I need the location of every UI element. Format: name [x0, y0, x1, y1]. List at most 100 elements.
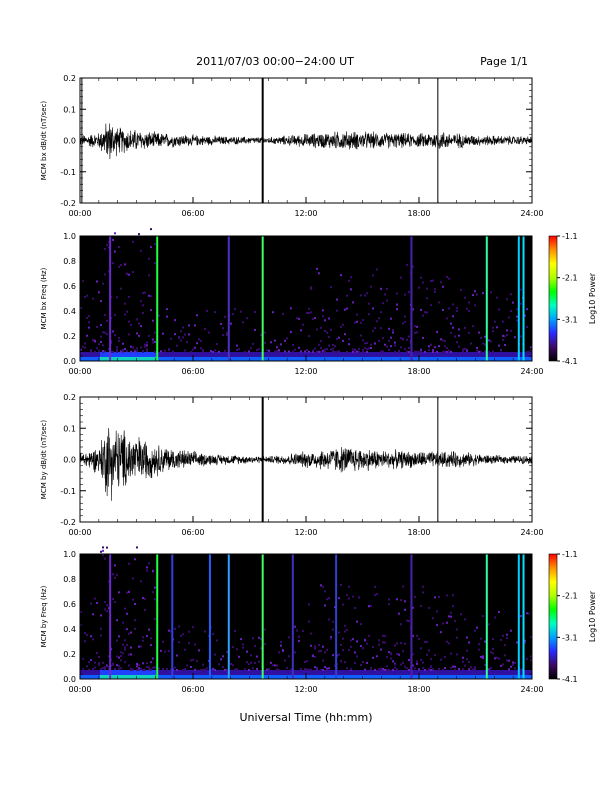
- spectrogram-cell: [400, 346, 402, 349]
- spectrogram-cell: [186, 341, 188, 344]
- spectrogram-cell: [300, 352, 302, 357]
- spectrogram-cell: [494, 675, 496, 679]
- spectrogram-cell: [484, 640, 486, 643]
- spectrogram-cell: [454, 670, 456, 675]
- spectrogram-cell: [416, 662, 418, 665]
- spectrogram-cell: [512, 663, 514, 666]
- spectrogram-cell: [114, 250, 116, 253]
- spectrogram-cell: [232, 357, 234, 361]
- spectrogram-cell: [490, 352, 492, 357]
- spectrogram-cell: [80, 675, 82, 679]
- spectrogram-cell: [102, 667, 104, 670]
- spectrogram-cell: [176, 668, 178, 671]
- spectrogram-cell: [504, 343, 506, 346]
- spectrogram-cell: [204, 668, 206, 671]
- spectrogram-cell: [188, 324, 190, 327]
- colorbar-label: Log10 Power: [588, 272, 597, 324]
- spectrogram-cell: [116, 664, 118, 667]
- spectrogram-cell: [92, 613, 94, 616]
- spectrogram-cell: [398, 349, 400, 352]
- spectrogram-cell: [488, 352, 490, 357]
- spectrogram-cell: [152, 319, 154, 322]
- spectrogram-cell: [116, 675, 118, 679]
- spectrogram-cell: [446, 621, 448, 624]
- spectrogram-cell: [148, 294, 150, 297]
- spectrogram-line: [522, 236, 525, 361]
- spectrogram-cell: [436, 670, 438, 675]
- spectrogram-cell: [442, 339, 444, 342]
- colorbar-tick-label: -2.1: [562, 274, 578, 283]
- spectrogram-cell: [84, 357, 86, 361]
- spectrogram-cell: [184, 357, 186, 361]
- spectrogram-cell: [112, 675, 114, 679]
- spectrogram-cell: [134, 619, 136, 622]
- spectrogram-cell: [308, 357, 310, 361]
- spectrogram-cell: [190, 357, 192, 361]
- spectrogram-cell: [286, 352, 288, 357]
- spectrogram-cell: [476, 626, 478, 629]
- x-tick-label: 00:00: [68, 209, 91, 218]
- spectrogram-cell: [400, 675, 402, 679]
- spectrogram-cell: [254, 661, 256, 664]
- spectrogram-cell: [108, 241, 110, 244]
- spectrogram-cell: [84, 352, 86, 357]
- spectrogram-cell: [92, 297, 94, 300]
- spectrogram-cell: [174, 319, 176, 322]
- spectrogram-cell: [318, 357, 320, 361]
- spectrogram-cell: [192, 670, 194, 675]
- spectrogram-line: [261, 554, 264, 679]
- spectrogram-cell: [360, 670, 362, 675]
- spectrogram-cell: [386, 665, 388, 668]
- spectrogram-cell: [230, 322, 232, 325]
- spectrogram-cell: [450, 350, 452, 353]
- spectrogram-cell: [292, 352, 294, 357]
- spectrogram-cell: [494, 320, 496, 323]
- spectrogram-cell: [238, 348, 240, 351]
- spectrogram-cell: [204, 675, 206, 679]
- spectrogram-cell: [520, 668, 522, 671]
- y-tick-label: 0.6: [63, 600, 76, 609]
- spectrogram-cell: [474, 304, 476, 307]
- spectrogram-cell: [436, 350, 438, 353]
- spectrogram-cell: [302, 675, 304, 679]
- spectrogram-cell: [272, 357, 274, 361]
- spectrogram-cell: [174, 666, 176, 669]
- spectrogram-cell: [326, 598, 328, 601]
- spectrogram-cell: [314, 670, 316, 675]
- spectrogram-cell: [86, 633, 88, 636]
- spectrogram-cell: [208, 357, 210, 361]
- spectrogram-cell: [432, 352, 434, 357]
- spectrogram-cell: [116, 670, 118, 675]
- spectrogram-cell: [276, 357, 278, 361]
- spectrogram-cell: [482, 675, 484, 679]
- spectrogram-cell: [204, 357, 206, 361]
- spectrogram-cell: [464, 296, 466, 299]
- spectrogram-cell: [146, 352, 148, 357]
- spectrogram-cell: [288, 655, 290, 658]
- spectrogram-cell: [440, 631, 442, 634]
- spectrogram-cell: [406, 357, 408, 361]
- spectrogram-cell: [100, 614, 102, 617]
- spectrogram-cell: [168, 675, 170, 679]
- spectrogram-cell: [448, 670, 450, 675]
- spectrogram-cell: [154, 670, 156, 675]
- spectrogram-cell: [364, 668, 366, 671]
- spectrogram-cell: [528, 670, 530, 675]
- spectrogram-cell: [250, 670, 252, 675]
- spectrogram-cell: [144, 291, 146, 294]
- spectrogram-cell: [170, 337, 172, 340]
- spectrogram-cell: [270, 357, 272, 361]
- spectrogram-cell: [170, 668, 172, 671]
- spectrogram-cell: [472, 352, 474, 357]
- spectrogram-cell: [144, 357, 146, 361]
- spectrogram-cell: [400, 276, 402, 279]
- spectrogram-cell: [478, 350, 480, 353]
- spectrogram-cell: [434, 288, 436, 291]
- spectrogram-cell: [416, 325, 418, 328]
- spectrogram-cell: [402, 322, 404, 325]
- spectrogram-cell: [426, 311, 428, 314]
- spectrogram-cell: [246, 650, 248, 653]
- spectrogram-cell: [122, 621, 124, 624]
- spectrogram-cell: [272, 675, 274, 679]
- spectrogram-cell: [526, 352, 528, 357]
